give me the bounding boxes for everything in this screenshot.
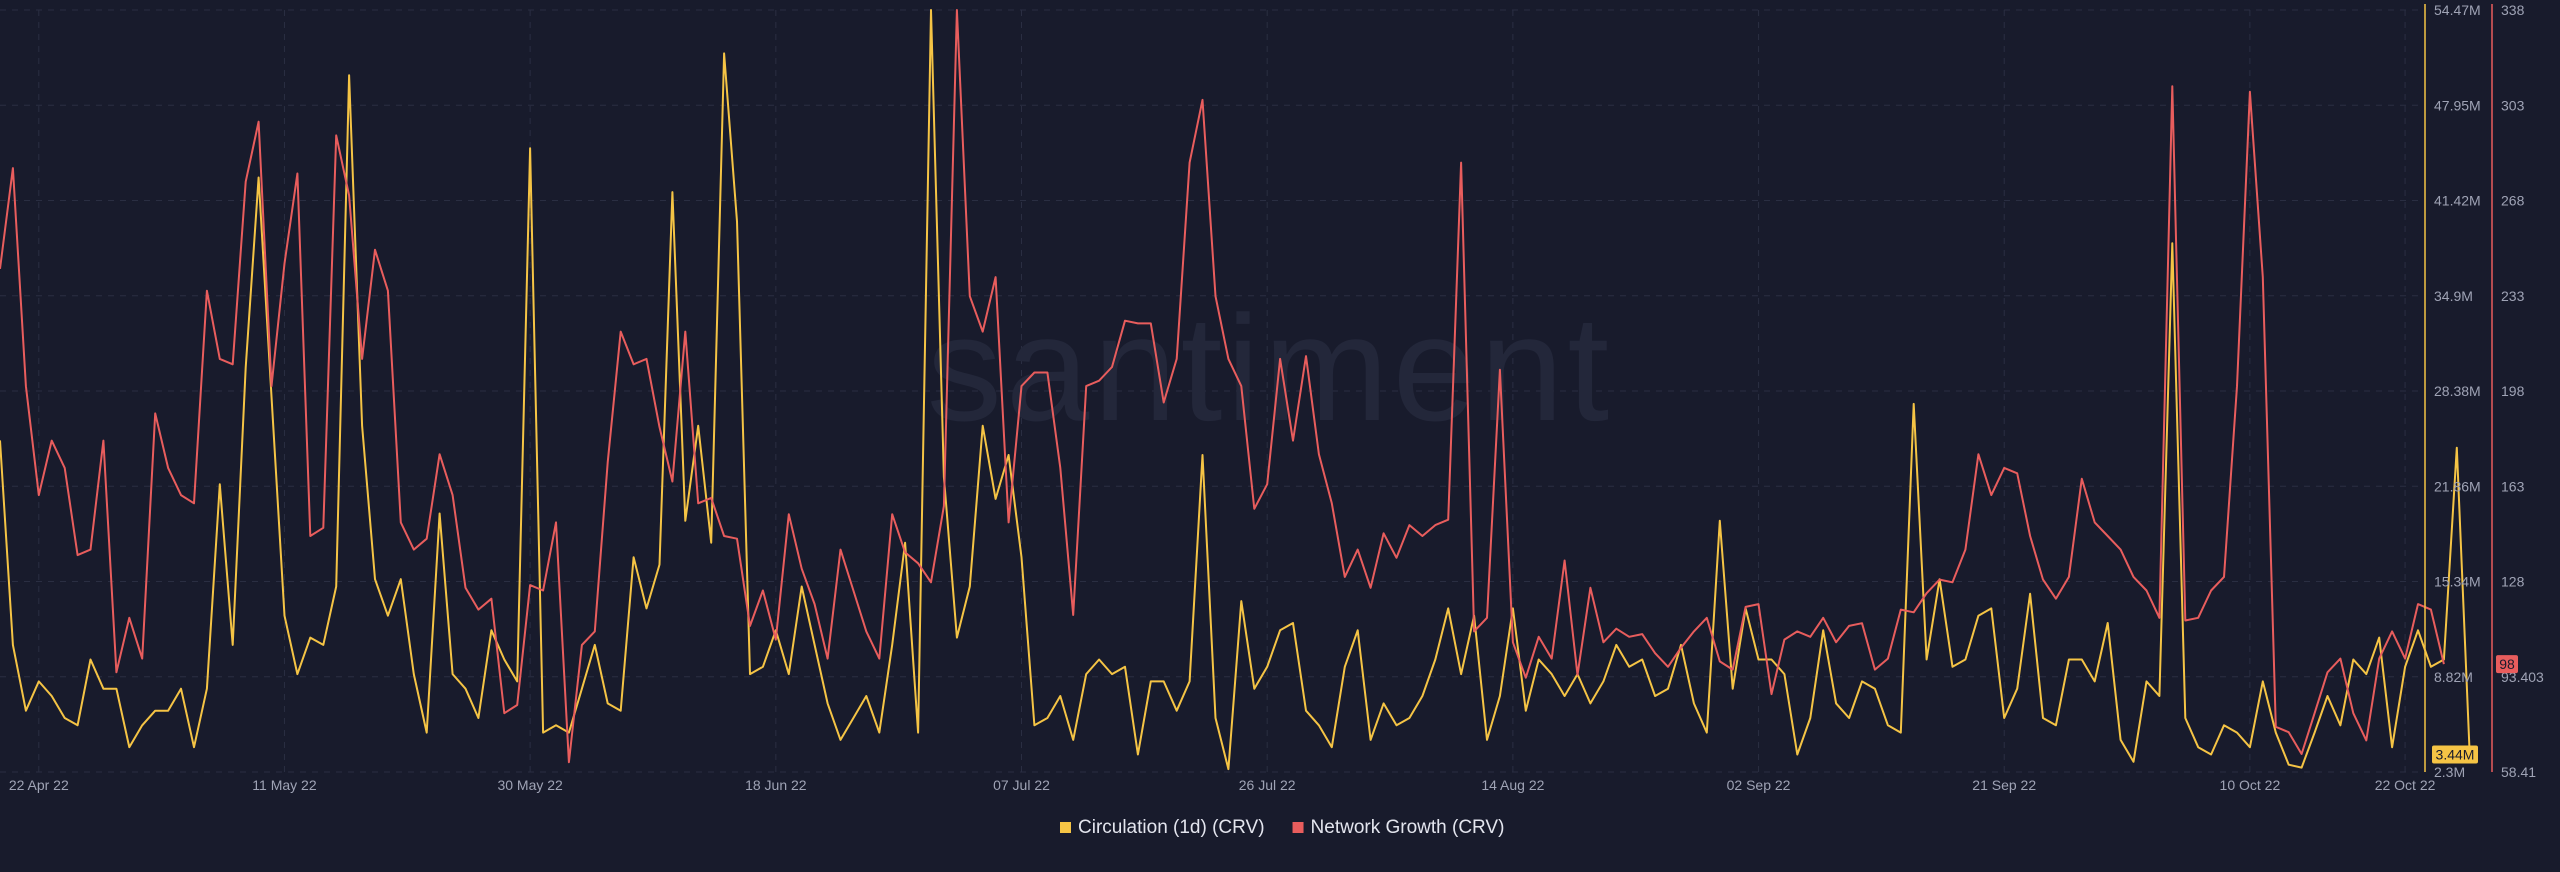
- series-layer: [0, 9, 2471, 771]
- x-tick-label: 14 Aug 22: [1481, 777, 1544, 793]
- network-growth-y-tick-label: 128: [2501, 574, 2525, 590]
- watermark-santiment: santiment: [927, 284, 1613, 452]
- legend-network-growth-swatch[interactable]: [1292, 822, 1304, 833]
- network-growth-y-tick-label: 268: [2501, 193, 2525, 209]
- network-growth-y-tick-label: 303: [2501, 97, 2525, 113]
- axis-layer: 22 Apr 22 11 May 22 30 May 22 18 Jun 22 07 J…: [9, 2, 2544, 793]
- network-growth-series-line: [0, 9, 2445, 764]
- circulation-last-value-label: 3.44M: [2436, 746, 2475, 762]
- legend-circulation-swatch[interactable]: [1060, 822, 1071, 833]
- legend-network-growth-label[interactable]: Network Growth (CRV): [1311, 817, 1505, 838]
- x-tick-label: 18 Jun 22: [745, 777, 807, 793]
- x-tick-label: 30 May 22: [497, 777, 563, 793]
- x-tick-label: 26 Jul 22: [1239, 777, 1296, 793]
- x-tick-label: 02 Sep 22: [1727, 777, 1791, 793]
- legend-circulation-label[interactable]: Circulation (1d) (CRV): [1078, 817, 1265, 838]
- circulation-y-tick-label: 34.9M: [2434, 288, 2473, 304]
- circulation-y-tick-label: 2.3M: [2434, 764, 2465, 780]
- circulation-y-tick-label: 54.47M: [2434, 2, 2481, 18]
- network-growth-y-tick-label: 58.41: [2501, 764, 2536, 780]
- circulation-y-tick-label: 41.42M: [2434, 193, 2481, 209]
- circulation-y-tick-label: 47.95M: [2434, 97, 2481, 113]
- circulation-y-tick-label: 21.86M: [2434, 478, 2481, 494]
- x-tick-label: 07 Jul 22: [993, 777, 1050, 793]
- x-tick-label: 21 Sep 22: [1972, 777, 2036, 793]
- x-tick-label: 11 May 22: [252, 777, 317, 793]
- circulation-series-line: [0, 9, 2471, 771]
- circulation-y-tick-label: 8.82M: [2434, 669, 2473, 685]
- circulation-y-tick-label: 15.34M: [2434, 574, 2481, 590]
- network-growth-y-tick-label: 198: [2501, 383, 2525, 399]
- x-tick-label: 22 Apr 22: [9, 777, 69, 793]
- legend[interactable]: Circulation (1d) (CRV) Network Growth (CR…: [1060, 817, 1504, 838]
- circulation-y-tick-label: 28.38M: [2434, 383, 2481, 399]
- network-growth-last-value-badge: [2496, 655, 2518, 674]
- network-growth-y-tick-label: 338: [2501, 2, 2525, 18]
- network-growth-y-tick-label: 233: [2501, 288, 2525, 304]
- network-growth-last-value-label: 98: [2499, 656, 2515, 672]
- x-tick-label: 22 Oct 22: [2375, 777, 2436, 793]
- circulation-last-value-badge: [2432, 745, 2478, 764]
- x-tick-label: 10 Oct 22: [2220, 777, 2281, 793]
- network-growth-y-tick-label: 163: [2501, 478, 2525, 494]
